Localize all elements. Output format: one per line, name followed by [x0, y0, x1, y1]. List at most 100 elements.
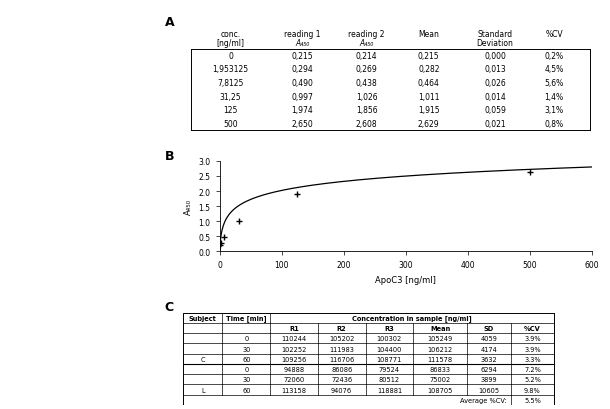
Text: 7.2%: 7.2%	[524, 366, 541, 372]
Text: 0,490: 0,490	[292, 79, 313, 88]
Text: 2,629: 2,629	[418, 119, 440, 128]
Text: 0,014: 0,014	[484, 92, 506, 101]
Text: R3: R3	[384, 325, 394, 331]
Text: 5.5%: 5.5%	[524, 397, 541, 403]
Text: 31,25: 31,25	[220, 92, 242, 101]
Text: %CV: %CV	[545, 30, 563, 39]
Text: 0,8%: 0,8%	[545, 119, 564, 128]
Text: 86833: 86833	[429, 366, 451, 372]
Text: Mean: Mean	[430, 325, 450, 331]
Text: 60: 60	[242, 356, 251, 362]
Text: 0,021: 0,021	[484, 119, 506, 128]
Text: conc.: conc.	[221, 30, 241, 39]
Text: 80512: 80512	[379, 376, 400, 382]
Text: 72060: 72060	[283, 376, 304, 382]
Text: 108771: 108771	[377, 356, 402, 362]
Text: 110244: 110244	[281, 335, 307, 342]
Text: 94076: 94076	[331, 387, 352, 393]
Text: 75002: 75002	[429, 376, 451, 382]
Text: 111983: 111983	[329, 346, 354, 352]
Text: 0: 0	[228, 52, 233, 61]
Text: 3632: 3632	[481, 356, 497, 362]
Text: 3899: 3899	[481, 376, 497, 382]
Text: 4059: 4059	[481, 335, 497, 342]
Text: reading 2: reading 2	[348, 30, 385, 39]
Text: 1,4%: 1,4%	[545, 92, 564, 101]
Text: Concentration in sample [ng/ml]: Concentration in sample [ng/ml]	[353, 315, 472, 321]
Text: SD: SD	[484, 325, 494, 331]
Text: 100302: 100302	[377, 335, 402, 342]
Text: 2,608: 2,608	[356, 119, 378, 128]
Text: 1,915: 1,915	[418, 106, 440, 115]
Text: 102252: 102252	[281, 346, 307, 352]
Text: 118881: 118881	[377, 387, 402, 393]
Text: Subject: Subject	[189, 315, 217, 321]
Text: C: C	[165, 301, 174, 314]
Text: 86086: 86086	[331, 366, 353, 372]
Text: 3,1%: 3,1%	[545, 106, 564, 115]
Text: 111578: 111578	[428, 356, 453, 362]
Text: 30: 30	[242, 376, 251, 382]
Text: 5,6%: 5,6%	[545, 79, 564, 88]
Text: 105202: 105202	[329, 335, 354, 342]
Text: 106212: 106212	[428, 346, 453, 352]
Text: 0,215: 0,215	[292, 52, 313, 61]
Text: 125: 125	[223, 106, 238, 115]
Text: R2: R2	[337, 325, 346, 331]
Text: 105249: 105249	[428, 335, 453, 342]
Text: 4174: 4174	[481, 346, 497, 352]
Text: 10605: 10605	[478, 387, 500, 393]
Text: 0,269: 0,269	[356, 65, 378, 74]
Text: reading 1: reading 1	[284, 30, 320, 39]
Text: 0: 0	[244, 366, 248, 372]
Text: 108705: 108705	[428, 387, 453, 393]
Text: 30: 30	[242, 346, 251, 352]
Text: 0,997: 0,997	[292, 92, 313, 101]
Text: 6294: 6294	[481, 366, 497, 372]
Text: 1,974: 1,974	[292, 106, 313, 115]
Text: 4,5%: 4,5%	[545, 65, 564, 74]
Text: 94888: 94888	[284, 366, 304, 372]
Text: Time [min]: Time [min]	[226, 315, 267, 321]
Text: 0,214: 0,214	[356, 52, 378, 61]
Text: A₄₅₀: A₄₅₀	[295, 39, 309, 48]
Text: A: A	[165, 16, 174, 29]
Text: 0,215: 0,215	[418, 52, 440, 61]
Text: 5.2%: 5.2%	[524, 376, 541, 382]
Text: C: C	[201, 356, 205, 362]
Text: 72436: 72436	[331, 376, 352, 382]
Text: 1,026: 1,026	[356, 92, 378, 101]
Text: 0,438: 0,438	[356, 79, 378, 88]
Text: 0,013: 0,013	[484, 65, 506, 74]
Text: 0,282: 0,282	[418, 65, 440, 74]
Y-axis label: A₄₅₀: A₄₅₀	[184, 198, 193, 215]
Text: B: B	[165, 149, 174, 162]
Text: %CV: %CV	[524, 325, 541, 331]
Text: 104400: 104400	[377, 346, 402, 352]
Text: 3.9%: 3.9%	[524, 346, 541, 352]
Text: 79524: 79524	[379, 366, 400, 372]
Text: 0,026: 0,026	[484, 79, 506, 88]
Text: A₄₅₀: A₄₅₀	[359, 39, 374, 48]
Text: Average %CV:: Average %CV:	[460, 397, 506, 403]
Text: 1,856: 1,856	[356, 106, 378, 115]
Text: 0,000: 0,000	[484, 52, 506, 61]
Text: 7,8125: 7,8125	[218, 79, 244, 88]
Text: 1,953125: 1,953125	[213, 65, 249, 74]
Text: 1,011: 1,011	[418, 92, 440, 101]
Text: Standard: Standard	[478, 30, 512, 39]
Text: 500: 500	[223, 119, 238, 128]
Text: 0,059: 0,059	[484, 106, 506, 115]
Text: R1: R1	[289, 325, 299, 331]
Text: 0,464: 0,464	[418, 79, 440, 88]
Text: 116706: 116706	[329, 356, 354, 362]
Text: L: L	[201, 387, 204, 393]
X-axis label: ApoC3 [ng/ml]: ApoC3 [ng/ml]	[375, 275, 436, 284]
Text: 109256: 109256	[281, 356, 307, 362]
Text: 9.8%: 9.8%	[524, 387, 541, 393]
Text: 0: 0	[244, 335, 248, 342]
Text: [ng/ml]: [ng/ml]	[217, 39, 245, 48]
Text: 113158: 113158	[281, 387, 306, 393]
Text: 0,2%: 0,2%	[545, 52, 564, 61]
Text: Deviation: Deviation	[476, 39, 514, 48]
